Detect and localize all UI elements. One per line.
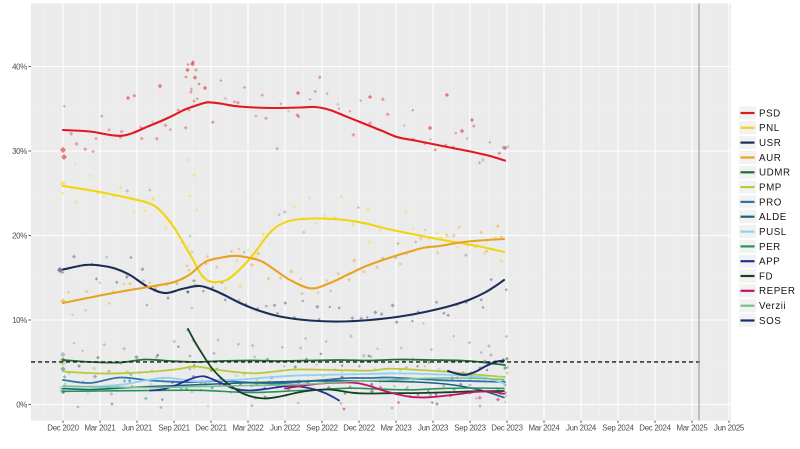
svg-text:PRO: PRO [759, 197, 782, 208]
svg-text:Jun 2021: Jun 2021 [122, 424, 152, 433]
svg-text:Sep 2023: Sep 2023 [454, 424, 486, 433]
svg-text:ALDE: ALDE [759, 212, 787, 223]
svg-text:PER: PER [759, 242, 781, 253]
svg-text:Sep 2024: Sep 2024 [602, 424, 634, 433]
svg-text:APP: APP [759, 257, 780, 268]
svg-text:Dec 2022: Dec 2022 [343, 424, 374, 433]
svg-text:PMP: PMP [759, 183, 782, 194]
svg-text:30%: 30% [12, 147, 27, 156]
svg-text:40%: 40% [12, 63, 27, 72]
svg-text:Jun 2022: Jun 2022 [270, 424, 300, 433]
svg-text:Dec 2020: Dec 2020 [47, 424, 79, 433]
svg-text:REPER: REPER [759, 286, 796, 297]
svg-text:Mar 2022: Mar 2022 [233, 424, 264, 433]
svg-text:Mar 2025: Mar 2025 [677, 424, 709, 433]
svg-text:Dec 2023: Dec 2023 [491, 424, 523, 433]
svg-text:Mar 2021: Mar 2021 [85, 424, 116, 433]
svg-text:0%: 0% [16, 401, 27, 410]
svg-text:10%: 10% [12, 316, 27, 325]
svg-text:UDMR: UDMR [759, 168, 791, 179]
svg-text:Jun 2024: Jun 2024 [566, 424, 597, 433]
svg-text:Mar 2023: Mar 2023 [381, 424, 413, 433]
svg-text:PUSL: PUSL [759, 227, 787, 238]
svg-text:Jun 2023: Jun 2023 [418, 424, 449, 433]
svg-text:PNL: PNL [759, 123, 780, 134]
svg-text:Dec 2024: Dec 2024 [639, 424, 671, 433]
svg-text:FD: FD [759, 271, 773, 282]
svg-text:Verzii: Verzii [759, 301, 786, 312]
svg-text:Sep 2022: Sep 2022 [306, 424, 337, 433]
svg-text:USR: USR [759, 138, 781, 149]
svg-text:SOS: SOS [759, 316, 781, 327]
svg-text:Mar 2024: Mar 2024 [529, 424, 561, 433]
svg-text:Dec 2021: Dec 2021 [195, 424, 226, 433]
svg-text:PSD: PSD [759, 108, 781, 119]
svg-text:Jun 2025: Jun 2025 [714, 424, 745, 433]
svg-text:20%: 20% [12, 232, 27, 241]
svg-text:AUR: AUR [759, 153, 781, 164]
svg-text:Sep 2021: Sep 2021 [158, 424, 189, 433]
